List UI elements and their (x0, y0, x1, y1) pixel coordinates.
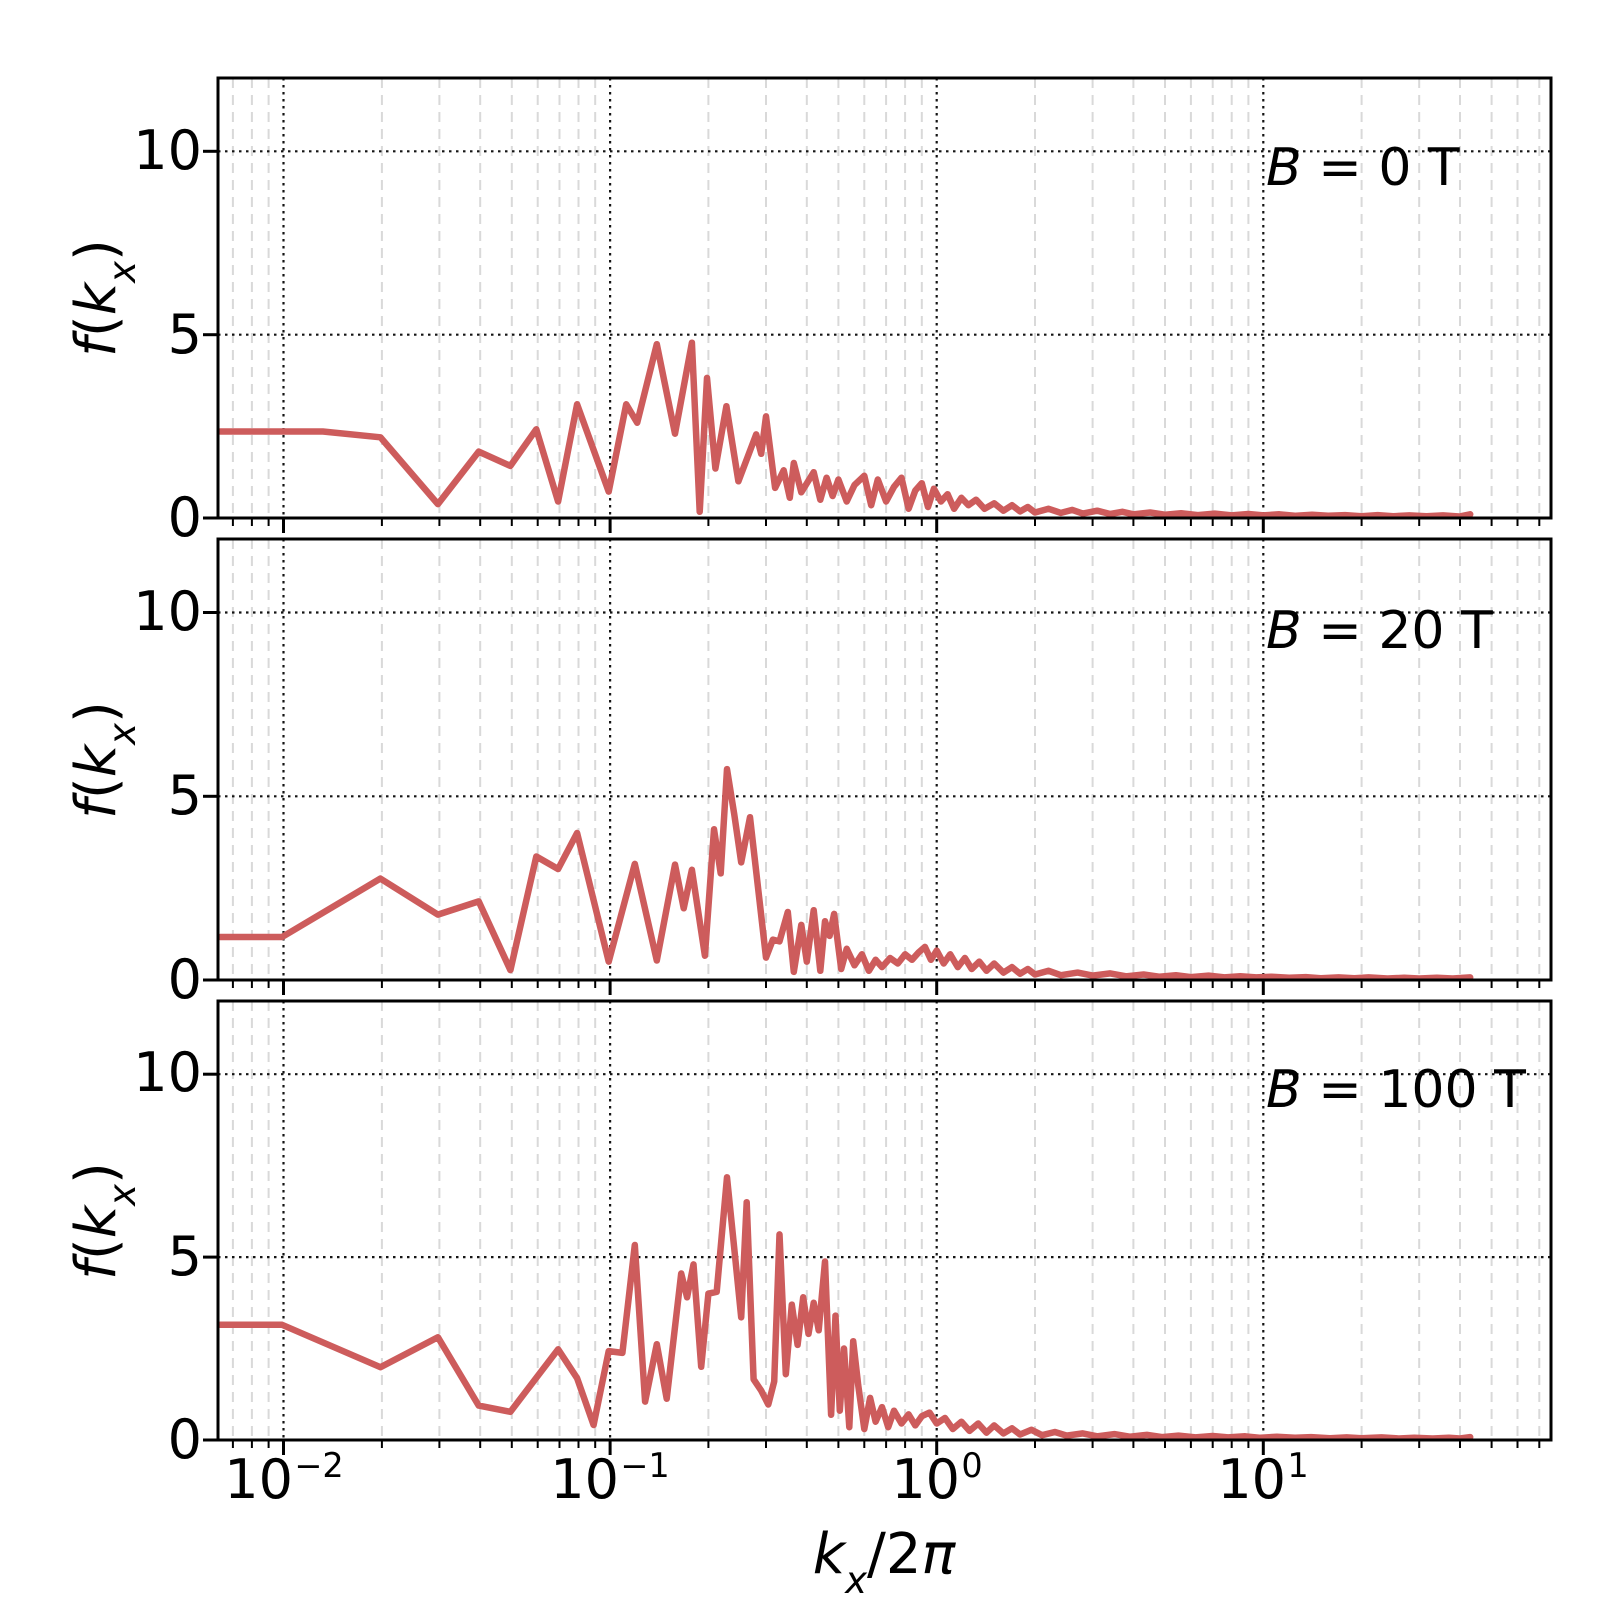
ytick-panel2-10: 10 (133, 580, 202, 643)
x-axis-label: kx/2π (812, 1522, 956, 1600)
xtick-1e-1: 10−1 (550, 1446, 670, 1511)
ytick-panel2-5: 5 (167, 764, 202, 827)
ytick-panel3-0: 0 (167, 1408, 202, 1471)
xtick-1e1: 101 (1217, 1446, 1309, 1511)
ytick-panel2-0: 0 (167, 948, 202, 1011)
panel1-field-label: B = 0 T (1266, 138, 1460, 198)
panel-1 (203, 76, 1553, 533)
ytick-panel1-0: 0 (167, 486, 202, 549)
ytick-panel3-10: 10 (133, 1041, 202, 1104)
ytick-panel1-5: 5 (167, 303, 202, 366)
ytick-panel1-10: 10 (133, 119, 202, 182)
ytick-panel3-5: 5 (167, 1225, 202, 1288)
panel-3 (203, 999, 1553, 1455)
panel3-field-label: B = 100 T (1266, 1060, 1526, 1120)
panel-2 (203, 537, 1553, 995)
xtick-1e-2: 10−2 (224, 1446, 344, 1511)
panel2-field-label: B = 20 T (1266, 601, 1493, 661)
xtick-1e0: 100 (891, 1446, 983, 1511)
